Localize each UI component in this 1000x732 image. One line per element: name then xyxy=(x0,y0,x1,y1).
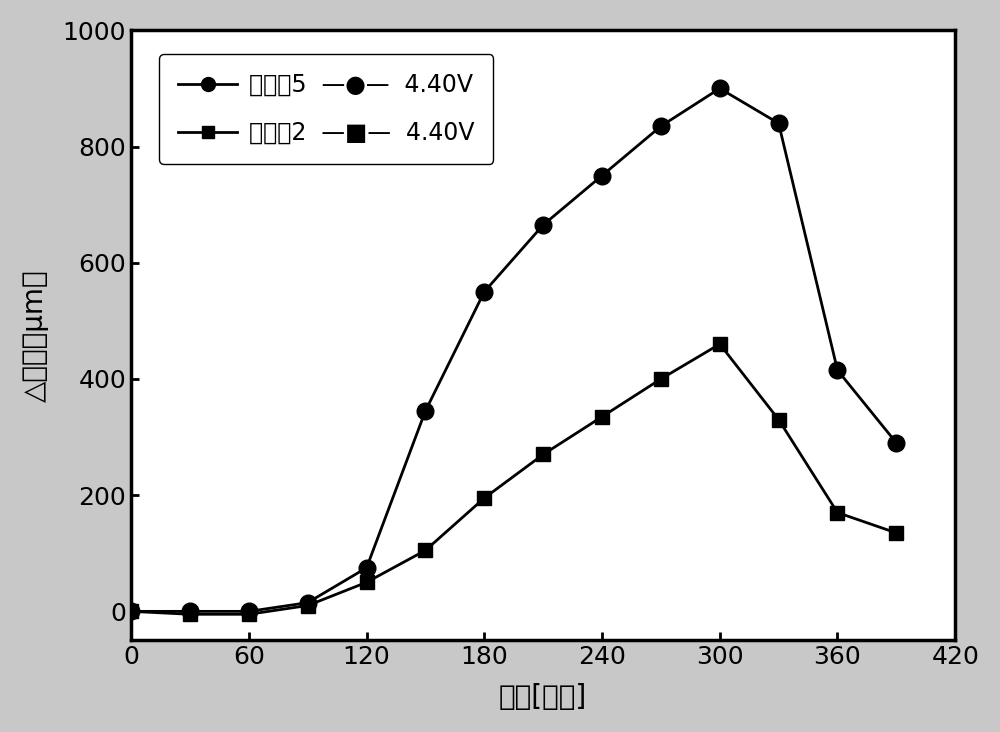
X-axis label: 时间[分钟]: 时间[分钟] xyxy=(499,683,587,712)
Legend: 比较例5  —●—  4.40V, 实施例2  —■—  4.40V: 比较例5 —●— 4.40V, 实施例2 —■— 4.40V xyxy=(159,54,493,164)
Y-axis label: △厚度［μm］: △厚度［μm］ xyxy=(21,269,49,402)
